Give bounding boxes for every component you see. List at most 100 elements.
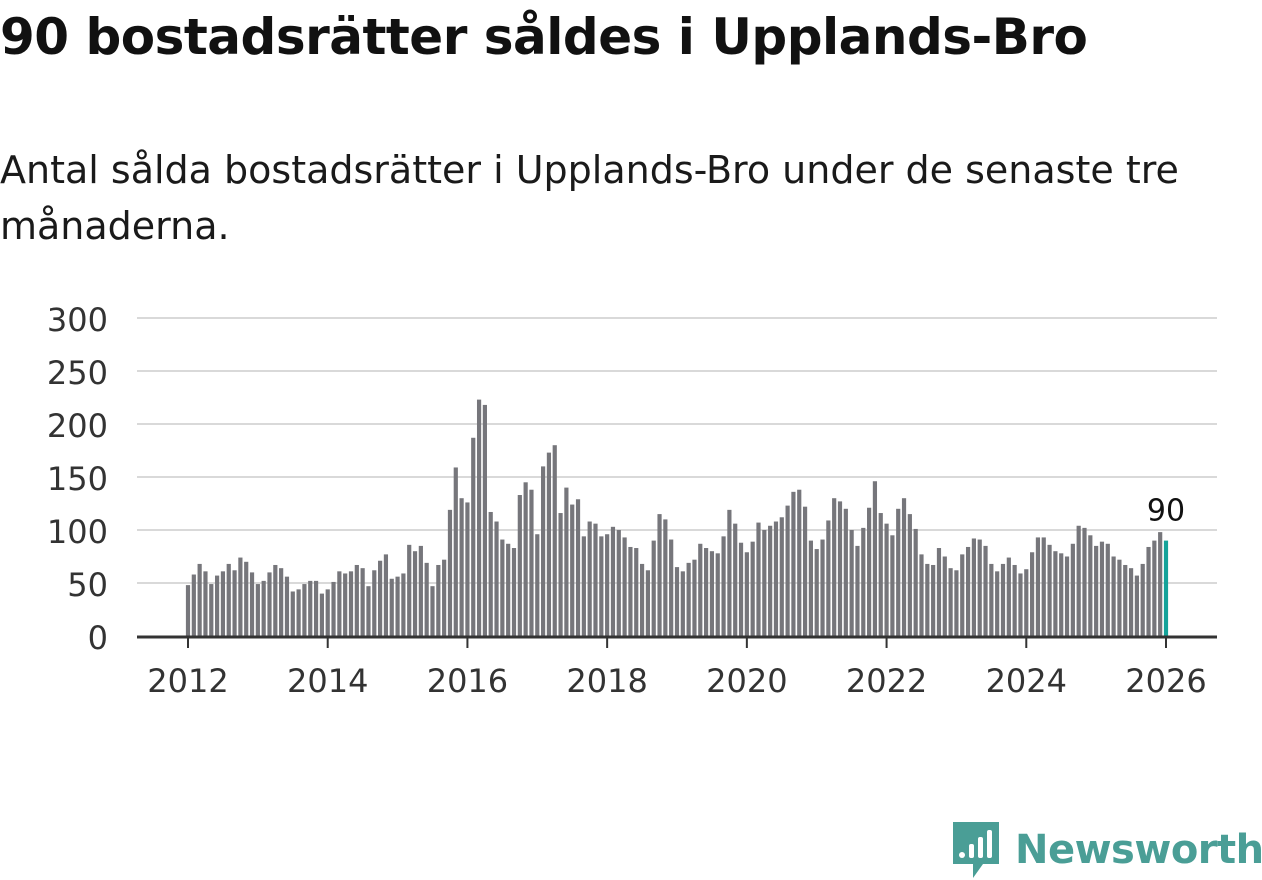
bar bbox=[849, 530, 854, 636]
bar bbox=[820, 539, 825, 636]
bar bbox=[861, 527, 866, 636]
chart-title: 90 bostadsrätter såldes i Upplands-Bro bbox=[0, 8, 1088, 66]
bar bbox=[936, 548, 942, 636]
bar bbox=[1064, 556, 1070, 636]
bar bbox=[354, 564, 359, 636]
bar bbox=[698, 543, 703, 636]
bar bbox=[494, 521, 499, 636]
bar bbox=[453, 467, 458, 636]
bar bbox=[325, 589, 330, 636]
bar bbox=[552, 445, 557, 636]
last-value-label: 90 bbox=[1147, 494, 1185, 529]
y-tick-label: 50 bbox=[67, 566, 108, 604]
bar bbox=[686, 562, 691, 636]
bar bbox=[995, 571, 1000, 636]
bar bbox=[185, 585, 191, 636]
bar bbox=[401, 573, 406, 636]
bar bbox=[855, 545, 860, 636]
bar bbox=[738, 542, 744, 636]
bar bbox=[890, 535, 895, 636]
bar bbox=[308, 580, 313, 636]
bar bbox=[651, 540, 656, 636]
bar bbox=[896, 508, 901, 636]
bar bbox=[482, 404, 487, 636]
bar bbox=[773, 521, 779, 636]
bar bbox=[360, 568, 365, 636]
bar bbox=[878, 513, 883, 636]
gridlines bbox=[137, 317, 1217, 584]
bar bbox=[704, 548, 709, 636]
bar bbox=[319, 593, 324, 636]
y-axis-ticks: 0 50 100 150 200 250 300 bbox=[47, 301, 108, 657]
bar bbox=[808, 540, 813, 636]
bar bbox=[663, 519, 668, 636]
newsworthy-logo: Newsworthy bbox=[951, 820, 1262, 880]
bar bbox=[1134, 575, 1139, 636]
bar bbox=[209, 584, 214, 636]
bar bbox=[744, 552, 749, 636]
bar bbox=[837, 501, 843, 636]
bar bbox=[942, 556, 947, 636]
bar bbox=[605, 534, 610, 636]
bar bbox=[1047, 544, 1052, 636]
bar bbox=[261, 580, 266, 636]
bar bbox=[523, 482, 528, 636]
bar bbox=[913, 528, 918, 636]
bar bbox=[476, 399, 482, 636]
bar-highlighted bbox=[1163, 540, 1169, 636]
bar bbox=[535, 534, 540, 636]
bar bbox=[465, 502, 470, 636]
bar bbox=[587, 521, 592, 636]
bar bbox=[290, 591, 295, 636]
bar bbox=[680, 571, 685, 636]
bar bbox=[337, 571, 342, 636]
bar bbox=[971, 538, 976, 636]
bar bbox=[203, 571, 208, 636]
bar bbox=[826, 520, 831, 636]
bar bbox=[791, 491, 796, 636]
bar bbox=[1006, 557, 1011, 636]
bar bbox=[797, 489, 802, 636]
bar bbox=[925, 563, 930, 636]
bar bbox=[610, 526, 616, 636]
bar bbox=[407, 544, 412, 636]
bar bbox=[459, 498, 464, 636]
bar bbox=[564, 487, 569, 636]
bar bbox=[575, 499, 581, 636]
bar bbox=[872, 481, 878, 636]
chart-subtitle: Antal sålda bostadsrätter i Upplands-Bro… bbox=[0, 148, 1179, 248]
bar bbox=[843, 508, 848, 636]
bar bbox=[279, 568, 284, 636]
bar bbox=[255, 584, 260, 636]
bar bbox=[593, 523, 598, 636]
bar bbox=[814, 549, 819, 636]
bar bbox=[424, 562, 429, 636]
bar bbox=[517, 495, 522, 636]
bar bbox=[296, 589, 301, 636]
x-tick-label: 2018 bbox=[566, 662, 647, 700]
x-tick-label: 2020 bbox=[706, 662, 787, 700]
bar bbox=[447, 509, 453, 636]
bar bbox=[709, 551, 715, 636]
bar bbox=[715, 553, 720, 636]
y-tick-label: 150 bbox=[47, 460, 108, 498]
bar bbox=[657, 514, 662, 636]
bar bbox=[1000, 563, 1006, 636]
bar bbox=[273, 564, 278, 636]
bar bbox=[215, 575, 220, 636]
y-tick-label: 100 bbox=[47, 513, 108, 551]
bar bbox=[331, 581, 336, 636]
bar bbox=[674, 567, 680, 636]
newsworthy-logo-icon bbox=[953, 822, 999, 878]
bar bbox=[989, 563, 994, 636]
bar bbox=[639, 563, 645, 636]
bar bbox=[785, 505, 790, 636]
bar bbox=[232, 570, 237, 636]
bar bbox=[1152, 540, 1157, 636]
bar bbox=[779, 517, 784, 636]
bar bbox=[238, 557, 243, 636]
bar bbox=[488, 511, 493, 636]
bar bbox=[395, 576, 400, 636]
bar bbox=[284, 576, 290, 636]
bar bbox=[948, 568, 953, 636]
